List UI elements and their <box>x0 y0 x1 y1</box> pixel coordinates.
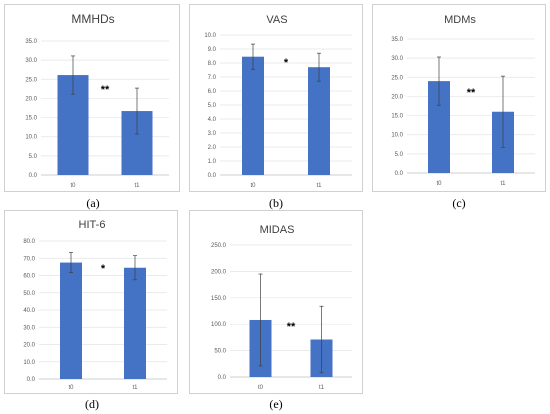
x-tick-label: t1 <box>134 183 140 189</box>
significance-marker: * <box>284 57 289 69</box>
y-tick-label: 3.0 <box>208 131 217 137</box>
y-tick-label: 0.0 <box>395 171 404 177</box>
y-tick-label: 20.0 <box>391 94 403 100</box>
significance-marker: ** <box>287 321 296 333</box>
chart-panel-midas: MIDAS 0.0 50.0 100.0 150.0 200.0 250.0 t0 t1 ** <box>189 210 363 394</box>
y-tick-label: 8.0 <box>208 61 217 67</box>
y-tick-label: 25.0 <box>25 77 37 83</box>
y-tick-label: 50.0 <box>214 349 226 355</box>
y-tick-label: 150.0 <box>211 296 227 302</box>
bar-t1 <box>124 267 146 379</box>
chart-svg-midas: MIDAS 0.0 50.0 100.0 150.0 200.0 250.0 t0 t1 ** <box>211 224 352 391</box>
y-tick-label: 30.0 <box>391 56 403 62</box>
y-tick-label: 70.0 <box>23 256 35 262</box>
y-tick-label: 0.0 <box>208 173 217 179</box>
caption-a: (a) <box>86 196 100 210</box>
y-tick-label: 25.0 <box>391 75 403 81</box>
x-tick-label: t0 <box>258 385 264 391</box>
chart-svg-mdms: MDMs 0.0 5.0 10.0 15.0 20.0 25.0 30.0 35.0 t0 t1 ** <box>391 14 535 187</box>
y-tick-label: 10.0 <box>23 360 35 366</box>
x-tick-label: t1 <box>319 385 325 391</box>
y-tick-label: 15.0 <box>25 116 37 122</box>
y-tick-label: 80.0 <box>23 239 35 245</box>
x-tick-label: t1 <box>316 183 322 189</box>
x-tick-label: t0 <box>70 183 76 189</box>
y-tick-label: 35.0 <box>391 37 403 43</box>
chart-panel-vas: VAS 0.0 1.0 2.0 3.0 4.0 5.0 6.0 7.0 8.0 9.0 10.0 t0 t… <box>189 4 363 192</box>
x-tick-label: t0 <box>250 183 256 189</box>
y-tick-label: 9.0 <box>208 47 217 53</box>
y-tick-label: 0.0 <box>218 375 227 381</box>
significance-marker: * <box>101 263 106 275</box>
y-tick-label: 10.0 <box>25 135 37 141</box>
x-tick-label: t1 <box>132 385 138 391</box>
chart-svg-hit6: HIT-6 0.0 10.0 20.0 30.0 40.0 50.0 60.0 70.0 80.0… <box>23 219 167 391</box>
y-tick-label: 50.0 <box>23 291 35 297</box>
y-tick-label: 60.0 <box>23 274 35 280</box>
y-tick-label: 20.0 <box>25 96 37 102</box>
caption-e: (e) <box>269 397 283 411</box>
x-tick-label: t0 <box>436 181 442 187</box>
caption-c: (c) <box>452 196 466 210</box>
y-tick-label: 4.0 <box>208 117 217 123</box>
caption-d: (d) <box>85 397 99 411</box>
bar-t0 <box>428 81 450 173</box>
y-tick-label: 30.0 <box>23 325 35 331</box>
y-tick-label: 5.0 <box>395 152 404 158</box>
caption-b: (b) <box>269 196 283 210</box>
chart-svg-mmhds: MMHDs 0.0 5.0 10.0 15.0 20.0 25.0 30.0 35.0 t0 t1 *… <box>25 12 169 189</box>
x-tick-label: t1 <box>500 181 506 187</box>
x-tick-label: t0 <box>68 385 74 391</box>
chart-title: HIT-6 <box>79 219 106 231</box>
y-tick-label: 1.0 <box>208 159 217 165</box>
y-tick-label: 250.0 <box>211 243 227 249</box>
y-tick-label: 5.0 <box>29 154 38 160</box>
significance-marker: ** <box>467 87 476 99</box>
y-tick-label: 0.0 <box>27 377 36 383</box>
chart-title: MMHDs <box>71 12 114 26</box>
chart-title: MIDAS <box>260 224 295 236</box>
bar-t1 <box>308 67 330 175</box>
y-tick-label: 20.0 <box>23 343 35 349</box>
y-tick-label: 35.0 <box>25 39 37 45</box>
y-tick-label: 2.0 <box>208 145 217 151</box>
y-tick-label: 15.0 <box>391 114 403 120</box>
chart-svg-vas: VAS 0.0 1.0 2.0 3.0 4.0 5.0 6.0 7.0 8.0 9.0 10.0 t0 t… <box>204 14 352 189</box>
chart-title: VAS <box>266 14 287 26</box>
y-tick-label: 30.0 <box>25 58 37 64</box>
y-tick-label: 10.0 <box>204 33 216 39</box>
chart-panel-mdms: MDMs 0.0 5.0 10.0 15.0 20.0 25.0 30.0 35.0 t0 t1 ** <box>372 4 546 192</box>
chart-panel-mmhds: MMHDs 0.0 5.0 10.0 15.0 20.0 25.0 30.0 35.0 t0 t1 *… <box>4 4 180 192</box>
bar-t0 <box>242 56 264 176</box>
chart-title: MDMs <box>444 14 476 26</box>
y-tick-label: 5.0 <box>208 103 217 109</box>
y-tick-label: 40.0 <box>23 308 35 314</box>
y-tick-label: 200.0 <box>211 269 227 275</box>
y-tick-label: 7.0 <box>208 75 217 81</box>
significance-marker: ** <box>101 84 110 96</box>
bar-t0 <box>60 262 82 379</box>
y-tick-label: 6.0 <box>208 89 217 95</box>
chart-panel-hit6: HIT-6 0.0 10.0 20.0 30.0 40.0 50.0 60.0 70.0 80.0… <box>4 210 178 394</box>
y-tick-label: 0.0 <box>29 173 38 179</box>
y-tick-label: 100.0 <box>211 322 227 328</box>
y-tick-label: 10.0 <box>391 133 403 139</box>
